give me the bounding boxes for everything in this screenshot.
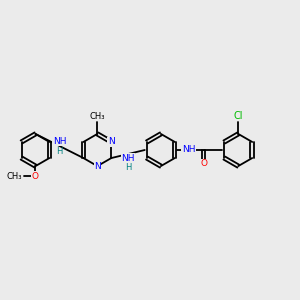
Text: O: O [200,159,207,168]
Text: O: O [32,172,39,181]
Text: H: H [125,163,131,172]
Text: N: N [108,137,115,146]
Text: NH: NH [53,137,66,146]
Text: N: N [94,162,101,171]
Text: Cl: Cl [233,111,243,121]
Text: CH₃: CH₃ [90,112,105,121]
Text: CH₃: CH₃ [7,172,22,181]
Text: NH: NH [121,154,135,163]
Text: NH: NH [182,146,196,154]
Text: H: H [56,147,63,156]
